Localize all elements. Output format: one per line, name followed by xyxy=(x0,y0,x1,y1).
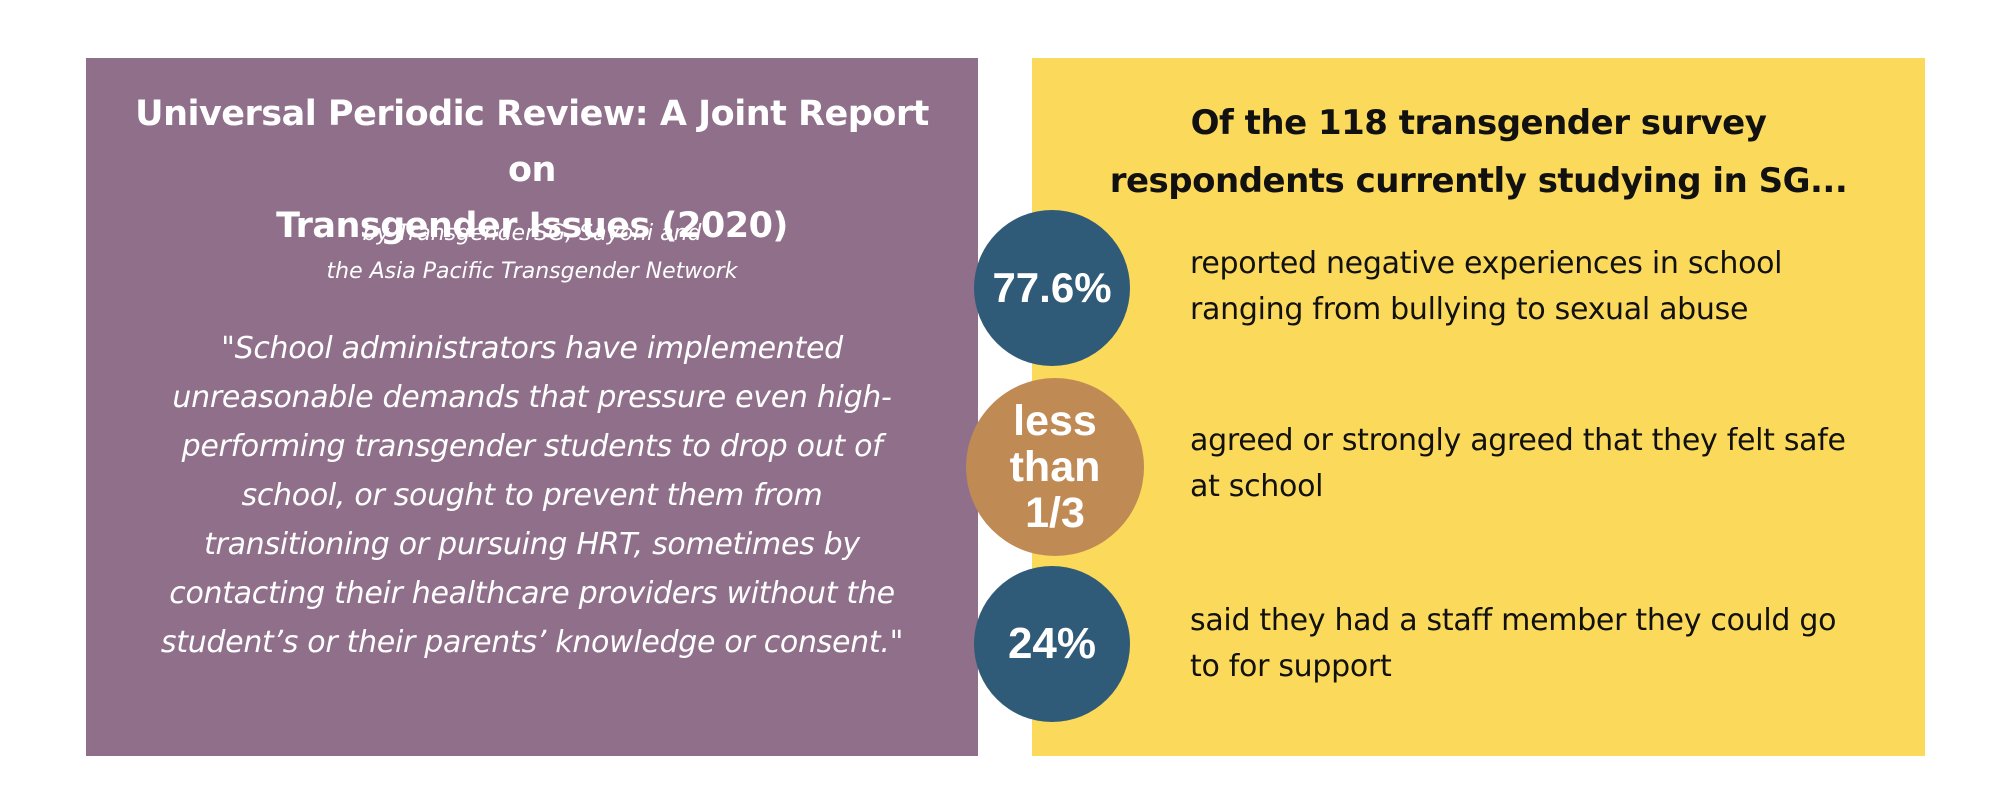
stat-text-line: to for support xyxy=(1190,649,1392,684)
stat-text-felt-safe: agreed or strongly agreed that they felt… xyxy=(1190,418,1890,510)
survey-stats-panel: Of the 118 transgender survey respondent… xyxy=(1032,58,1925,756)
stat-text-staff-support: said they had a staff member they could … xyxy=(1190,598,1890,690)
quote-line-2: unreasonable demands that pressure even … xyxy=(172,380,892,415)
stat-circle-staff-support: 24% xyxy=(974,566,1130,722)
stat-circle-negative-experiences: 77.6% xyxy=(974,210,1130,366)
quote-line-6: contacting their healthcare providers wi… xyxy=(169,576,895,611)
stat-text-line: agreed or strongly agreed that they felt… xyxy=(1190,423,1846,458)
stat-value-line: less xyxy=(1013,397,1097,445)
survey-heading-line-2: respondents currently studying in SG... xyxy=(1109,161,1848,201)
survey-heading: Of the 118 transgender survey respondent… xyxy=(1072,94,1885,210)
report-authors-line-2: the Asia Pacific Transgender Network xyxy=(326,259,738,284)
report-title-line-2: Transgender Issues (2020) xyxy=(276,206,788,246)
stat-text-line: ranging from bullying to sexual abuse xyxy=(1190,292,1749,327)
report-title: Universal Periodic Review: A Joint Repor… xyxy=(106,86,958,254)
quote-line-4: school, or sought to prevent them from xyxy=(241,478,823,513)
quote-line-5: transitioning or pursuing HRT, sometimes… xyxy=(204,527,860,562)
stat-value-line: 1/3 xyxy=(1025,489,1085,537)
quote-line-1: "School administrators have implemented xyxy=(221,331,843,366)
report-authors-line-1: by TransgenderSG, Sayoni and xyxy=(362,221,702,246)
stat-value-line: than xyxy=(1009,443,1101,491)
stat-text-line: said they had a staff member they could … xyxy=(1190,603,1837,638)
stat-text-line: reported negative experiences in school xyxy=(1190,246,1783,281)
report-authors: by TransgenderSG, Sayoni and the Asia Pa… xyxy=(106,215,958,291)
quote-line-3: performing transgender students to drop … xyxy=(181,429,883,464)
quote-line-7: student’s or their parents’ knowledge or… xyxy=(160,625,904,660)
survey-heading-line-1: Of the 118 transgender survey xyxy=(1190,103,1767,143)
report-title-line-1: Universal Periodic Review: A Joint Repor… xyxy=(135,94,929,190)
stat-circle-felt-safe: less than 1/3 xyxy=(966,378,1144,556)
report-quote-panel: Universal Periodic Review: A Joint Repor… xyxy=(86,58,978,756)
stat-value-staff-support: 24% xyxy=(1007,619,1097,668)
report-quote: "School administrators have implemented … xyxy=(116,324,948,667)
stat-text-negative-experiences: reported negative experiences in school … xyxy=(1190,241,1890,333)
stat-text-line: at school xyxy=(1190,469,1324,504)
stat-value-negative-experiences: 77.6% xyxy=(992,264,1112,311)
